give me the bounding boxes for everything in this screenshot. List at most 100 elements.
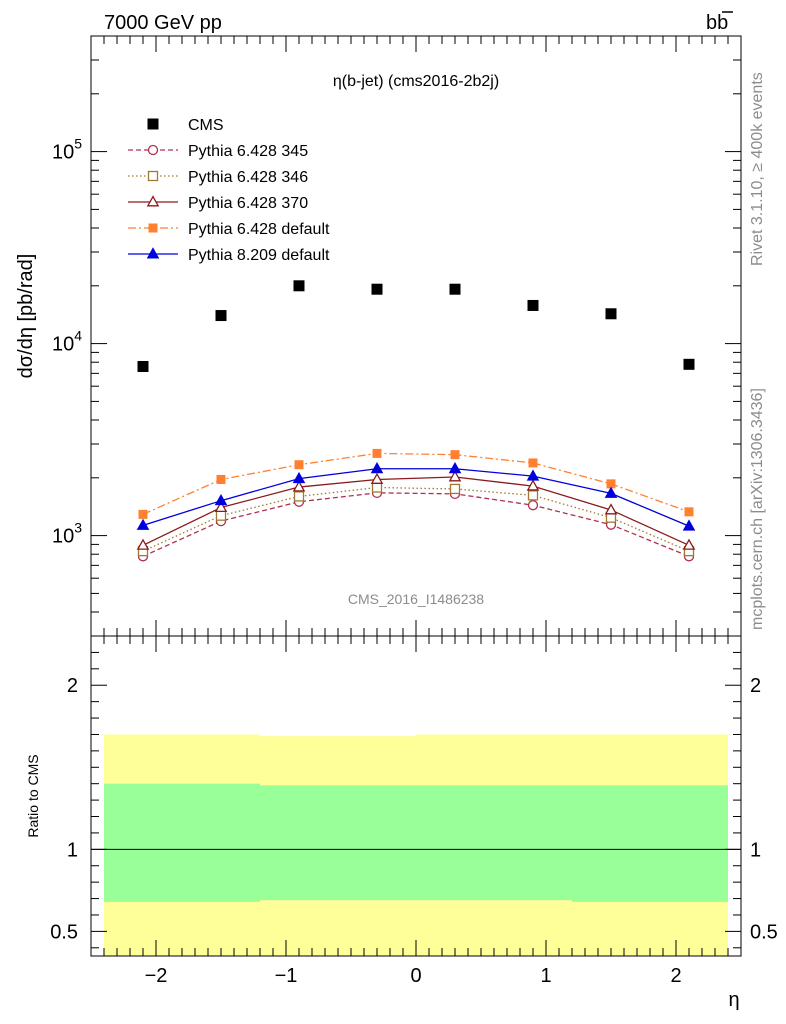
data-point xyxy=(371,283,383,295)
series-line xyxy=(142,468,690,527)
ratio-tick-label-right: 0.5 xyxy=(750,921,778,943)
data-point xyxy=(450,450,460,460)
data-point xyxy=(526,479,540,491)
legend-marker xyxy=(148,223,158,233)
header-left: 7000 GeV pp xyxy=(104,12,222,34)
rivet-label: Rivet 3.1.10, ≥ 400k events xyxy=(749,72,766,266)
data-point xyxy=(449,283,461,295)
x-tick-label: −1 xyxy=(275,965,298,987)
series-line xyxy=(142,492,690,557)
series-4 xyxy=(138,448,694,519)
data-point xyxy=(606,479,616,489)
y-axis-label: dσ/dη [pb/rad] xyxy=(15,254,37,379)
ratio-band-inner-0 xyxy=(104,783,260,902)
data-point xyxy=(448,462,462,474)
legend-marker xyxy=(146,195,160,207)
data-point xyxy=(605,308,617,320)
legend-label: Pythia 6.428 370 xyxy=(188,195,308,212)
data-point xyxy=(293,491,305,502)
data-point xyxy=(294,460,304,470)
ratio-tick-label-left: 2 xyxy=(67,675,78,697)
data-point xyxy=(526,469,540,481)
data-point xyxy=(448,470,462,482)
series-0 xyxy=(137,280,695,372)
data-point xyxy=(371,482,383,493)
data-point xyxy=(136,518,150,530)
ratio-tick-label-left: 0.5 xyxy=(50,921,78,943)
ratio-bands xyxy=(91,734,741,956)
data-point xyxy=(215,510,227,521)
legend-label: CMS xyxy=(188,117,224,134)
data-point xyxy=(604,486,618,498)
main-series xyxy=(136,280,696,562)
legend-entry-3: Pythia 6.428 370 xyxy=(128,195,308,212)
data-point xyxy=(372,448,382,458)
data-point xyxy=(214,500,228,513)
data-point xyxy=(527,299,539,311)
ratio-tick-label-right: 1 xyxy=(750,839,761,861)
x-axis-label: η xyxy=(728,989,739,1011)
x-tick-label: −2 xyxy=(145,965,168,987)
y-tick-label: 104 xyxy=(52,328,82,356)
data-point xyxy=(527,500,539,511)
x-tick-label: 1 xyxy=(540,965,551,987)
legend-marker xyxy=(146,247,160,259)
series-line xyxy=(142,486,690,552)
legend-entry-1: Pythia 6.428 345 xyxy=(128,143,308,160)
series-line xyxy=(142,476,690,546)
data-point xyxy=(527,490,539,501)
legend-label: Pythia 6.428 345 xyxy=(188,143,308,160)
data-point xyxy=(684,507,694,517)
ratio-tick-label-right: 2 xyxy=(750,675,761,697)
header-right-b: b xyxy=(706,12,717,34)
ratio-y-label: Ratio to CMS xyxy=(25,754,41,837)
legend-entry-2: Pythia 6.428 346 xyxy=(128,169,308,186)
legend-label: Pythia 6.428 346 xyxy=(188,169,308,186)
data-point xyxy=(215,310,227,322)
x-tick-label: 0 xyxy=(410,965,421,987)
watermark: CMS_2016_I1486238 xyxy=(348,591,484,607)
legend-marker xyxy=(147,170,159,182)
x-tick-labels: −2 −1 0 1 2 xyxy=(145,965,682,987)
data-point xyxy=(370,472,384,484)
legend-entry-0: CMS xyxy=(147,117,224,134)
ratio-tick-label-left: 1 xyxy=(67,839,78,861)
chart-title: η(b-jet) (cms2016-2b2j) xyxy=(333,73,499,90)
x-tick-label: 2 xyxy=(670,965,681,987)
data-point xyxy=(604,503,618,515)
data-point xyxy=(292,480,306,492)
data-point xyxy=(138,509,148,519)
data-point xyxy=(449,483,461,495)
y-tick-label: 103 xyxy=(52,520,82,548)
header-right: bb xyxy=(706,12,728,34)
y-tick-exponent: 4 xyxy=(74,328,82,344)
data-point xyxy=(214,493,228,506)
y-tick-label: 105 xyxy=(52,136,82,164)
data-point xyxy=(683,358,695,370)
header-right-bbar: b xyxy=(717,12,728,34)
data-point xyxy=(292,471,306,484)
ratio-band-inner-3 xyxy=(572,785,728,902)
data-point xyxy=(136,538,150,550)
mcplots-label: mcplots.cern.ch [arXiv:1306.3436] xyxy=(749,388,766,630)
series-3 xyxy=(136,470,696,550)
y-tick-exponent: 3 xyxy=(74,520,82,536)
legend-entry-5: Pythia 8.209 default xyxy=(128,247,330,264)
data-point xyxy=(528,458,538,468)
legend-marker xyxy=(147,144,159,156)
ratio-band-inner-2 xyxy=(416,785,572,901)
data-point xyxy=(682,538,696,550)
series-5 xyxy=(136,462,696,531)
data-point xyxy=(605,512,617,523)
ratio-band-inner-1 xyxy=(260,785,416,901)
legend-label: Pythia 6.428 default xyxy=(188,221,330,238)
legend-marker xyxy=(147,118,159,130)
legend-entry-4: Pythia 6.428 default xyxy=(128,221,330,238)
ratio-ticks: 0.5 0.5 1 1 2 2 xyxy=(50,636,778,956)
series-line xyxy=(142,452,690,515)
data-point xyxy=(216,474,226,484)
legend-label: Pythia 8.209 default xyxy=(188,247,330,264)
data-point xyxy=(293,280,305,292)
legend: CMS Pythia 6.428 345 Pythia 6.428 346 Pythi… xyxy=(128,117,330,264)
